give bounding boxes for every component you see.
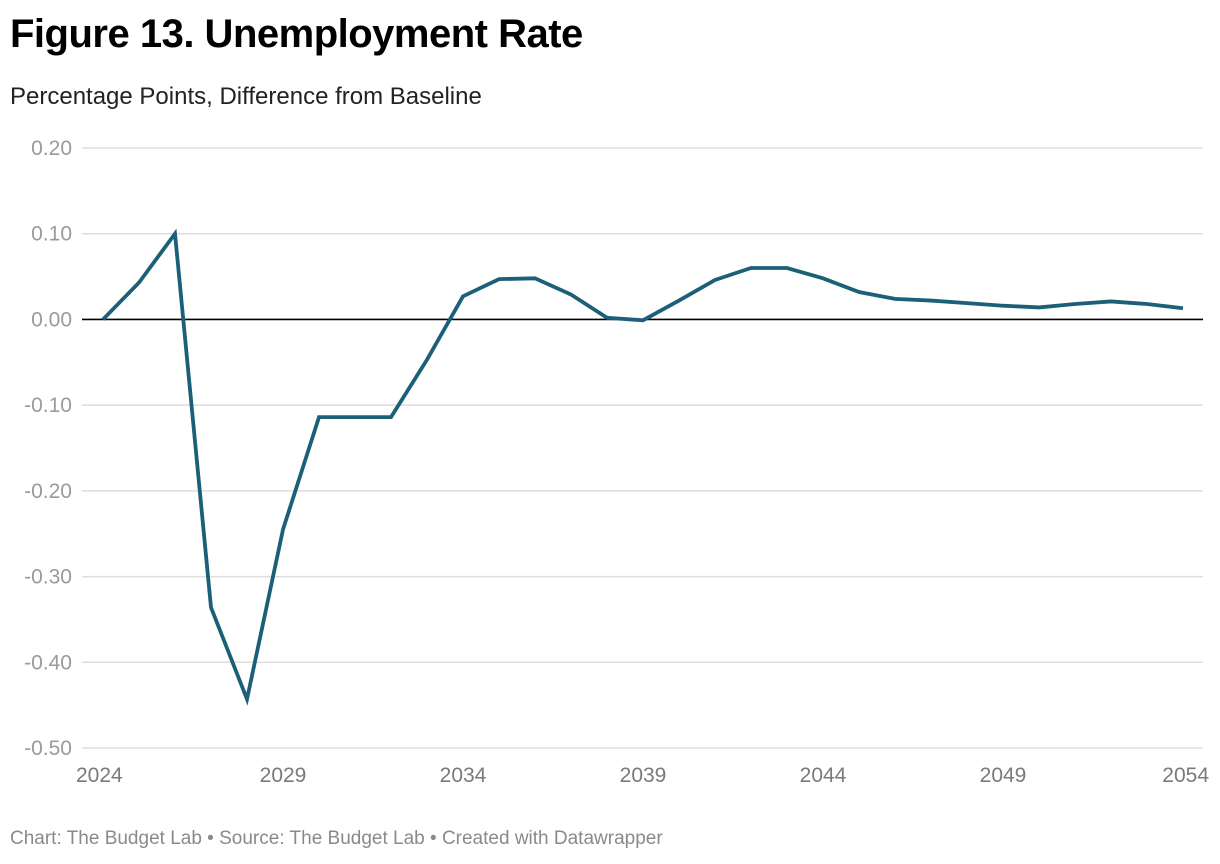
x-axis-labels: 2024 2029 2034 2039 2044 2049 2054 [76, 764, 1209, 787]
x-tick-label: 2034 [440, 764, 487, 787]
y-tick-label: -0.30 [24, 566, 72, 589]
series-layer [101, 228, 1184, 706]
x-tick-label: 2044 [800, 764, 847, 787]
y-tick-label: 0.00 [31, 308, 72, 331]
y-tick-label: -0.40 [24, 651, 72, 674]
x-tick-label: 2049 [980, 764, 1027, 787]
y-tick-label: -0.50 [24, 737, 72, 760]
chart-footer: Chart: The Budget Lab • Source: The Budg… [10, 828, 663, 849]
y-tick-label: -0.20 [24, 480, 72, 503]
x-tick-label: 2054 [1162, 764, 1209, 787]
x-tick-label: 2024 [76, 764, 123, 787]
series-line-unemployment-rate [101, 228, 1184, 706]
x-tick-label: 2039 [620, 764, 667, 787]
chart-title: Figure 13. Unemployment Rate [10, 12, 583, 56]
y-tick-label: 0.20 [31, 137, 72, 160]
grid-layer [82, 147, 1203, 749]
y-axis-labels: 0.20 0.10 0.00 -0.10 -0.20 -0.30 -0.40 -0.50 [24, 137, 72, 760]
y-tick-label: 0.10 [31, 223, 72, 246]
x-tick-label: 2029 [260, 764, 307, 787]
chart-subtitle: Percentage Points, Difference from Basel… [10, 83, 482, 110]
y-tick-label: -0.10 [24, 394, 72, 417]
